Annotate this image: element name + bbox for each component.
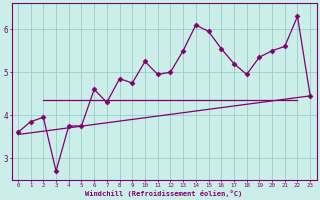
X-axis label: Windchill (Refroidissement éolien,°C): Windchill (Refroidissement éolien,°C) bbox=[85, 190, 243, 197]
